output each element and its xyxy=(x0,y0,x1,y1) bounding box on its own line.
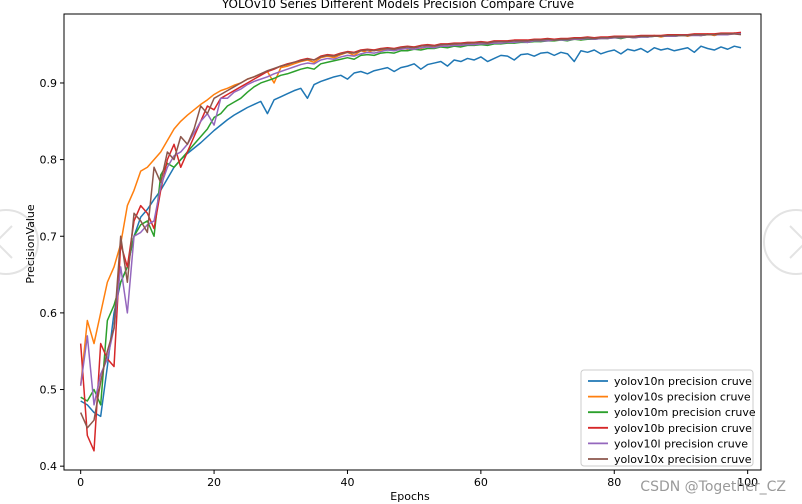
x-tick-label: 20 xyxy=(207,476,221,489)
y-tick-label: 0.5 xyxy=(40,384,58,397)
x-tick-label: 40 xyxy=(340,476,354,489)
x-axis-ticks: 0 20 40 60 80 100 xyxy=(77,470,758,489)
y-tick-label: 0.9 xyxy=(40,77,58,90)
legend-box xyxy=(580,369,754,467)
y-axis-label: PrecisionValue xyxy=(24,204,37,284)
x-axis-label: Epochs xyxy=(390,490,430,503)
chart-title: YOLOv10 Series Different Models Precisio… xyxy=(221,0,574,11)
y-axis-ticks: 0.4 0.5 0.6 0.7 0.8 0.9 xyxy=(40,77,64,473)
series-line-4 xyxy=(79,31,742,452)
plot-frame xyxy=(63,13,762,471)
y-tick-label: 0.8 xyxy=(40,154,58,167)
legend-label: yolov10b precision cruve xyxy=(614,422,752,435)
series-line-3 xyxy=(80,32,742,406)
legend-label: yolov10s precision cruve xyxy=(614,391,751,404)
legend-label: yolov10l precision cruve xyxy=(614,437,748,450)
y-tick-label: 0.4 xyxy=(40,460,58,473)
series-line-2 xyxy=(79,32,742,386)
series-line-5 xyxy=(79,33,741,406)
x-tick-label: 60 xyxy=(474,476,488,489)
series-line-6 xyxy=(79,33,742,429)
x-tick-label: 0 xyxy=(77,476,84,489)
x-tick-label: 100 xyxy=(737,476,758,489)
legend: yolov10n precision cruve yolov10s precisi… xyxy=(580,369,756,467)
watermark: CSDN @Together_CZ xyxy=(640,479,786,495)
legend-label: yolov10m precision cruve xyxy=(614,406,756,419)
series-lines xyxy=(79,31,742,452)
series-line-1 xyxy=(80,45,742,418)
x-tick-label: 80 xyxy=(607,476,621,489)
legend-label: yolov10x precision cruve xyxy=(614,453,752,466)
y-tick-label: 0.7 xyxy=(40,230,58,243)
prev-arrow-icon[interactable] xyxy=(0,209,39,275)
next-arrow-icon[interactable] xyxy=(763,209,802,275)
y-tick-label: 0.6 xyxy=(40,307,58,320)
legend-label: yolov10n precision cruve xyxy=(614,375,752,388)
